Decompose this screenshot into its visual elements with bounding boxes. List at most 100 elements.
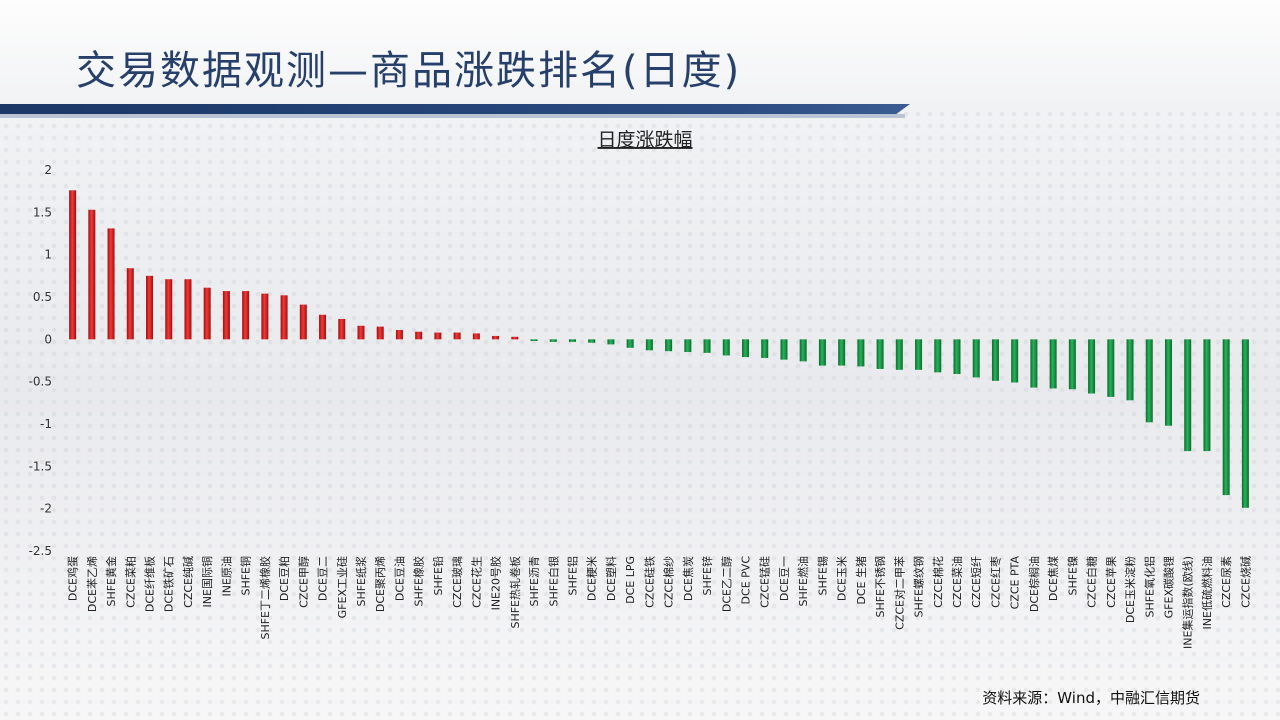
x-tick-label: INE国际铜: [200, 556, 214, 607]
x-tick-label: CZCE甲醇: [296, 556, 310, 608]
x-tick-label: SHFE黄金: [104, 556, 118, 607]
bar: [1145, 339, 1153, 423]
x-tick-label: SHFE燃油: [796, 556, 810, 607]
bar: [645, 339, 653, 351]
bar: [299, 304, 307, 340]
bar: [415, 331, 423, 340]
x-tick-label: INE20号胶: [489, 556, 503, 610]
x-tick-label: INE原油: [219, 556, 233, 596]
bar: [261, 293, 269, 340]
bar: [607, 339, 615, 345]
y-tick-label: 2: [44, 163, 52, 177]
x-tick-label: CZCE白糖: [1085, 556, 1099, 608]
x-tick-label: CZCE菜油: [950, 556, 964, 608]
x-tick-label: SHFE不锈钢: [874, 556, 887, 618]
bar: [242, 291, 250, 340]
x-tick-label: DCE棕榈油: [1027, 556, 1041, 612]
y-tick-label: -2.5: [29, 544, 52, 558]
bar: [1126, 339, 1134, 401]
bar: [703, 339, 711, 353]
x-tick-label: CZCE红枣: [989, 556, 1002, 608]
x-tick-label: DCE豆一: [778, 556, 791, 601]
x-tick-label: SHFE铜: [239, 556, 253, 596]
title-underline-shadow: [0, 114, 905, 118]
bar: [568, 339, 576, 342]
bar: [107, 228, 115, 340]
bar: [472, 333, 480, 340]
x-tick-label: SHFE铅: [431, 556, 445, 596]
x-tick-label: SHFE氧化铝: [1142, 556, 1156, 618]
bar: [665, 339, 673, 352]
x-tick-label: DCE豆粕: [277, 556, 291, 601]
x-tick-label: SHFE螺纹钢: [912, 556, 926, 618]
x-tick-label: CZCE对二甲苯: [892, 556, 906, 630]
bar: [1107, 339, 1115, 397]
bar: [319, 314, 327, 340]
x-tick-label: DCE豆油: [392, 556, 406, 601]
x-tick-label: SHFE丁二烯橡胶: [258, 556, 272, 640]
x-tick-label: DCE鸡蛋: [66, 556, 80, 601]
page-title: 交易数据观测—商品涨跌排名(日度): [76, 48, 742, 94]
x-tick-label: DCE豆二: [317, 556, 330, 601]
bar: [1203, 339, 1211, 452]
x-tick-label: DCE焦炭: [682, 556, 695, 601]
y-tick-label: -1.5: [29, 459, 52, 473]
bar: [1030, 339, 1038, 388]
x-tick-label: DCE聚丙烯: [374, 556, 387, 612]
x-tick-label: CZCE苹果: [1104, 556, 1118, 608]
bar: [434, 332, 442, 340]
bar: [761, 339, 769, 358]
x-tick-label: CZCE花生: [469, 556, 483, 608]
bar: [1222, 339, 1230, 496]
bar: [530, 339, 538, 342]
x-tick-label: CZCE棉花: [931, 556, 945, 608]
bar: [1049, 339, 1057, 389]
bar: [549, 339, 557, 342]
bar: [1011, 339, 1019, 383]
bar: [626, 339, 634, 348]
x-tick-label: CZCE棉纱: [662, 556, 676, 608]
bar: [972, 339, 980, 378]
x-tick-label: SHFE锌: [700, 556, 714, 596]
title-underline-bar: [0, 104, 910, 114]
y-tick-label: 0.5: [33, 290, 52, 304]
x-tick-label: DCE玉米: [836, 556, 849, 601]
x-tick-label: DCE焦煤: [1047, 556, 1060, 601]
bar: [684, 339, 692, 353]
x-tick-label: SHFE沥青: [528, 556, 541, 607]
x-tick-label: CZCE烧碱: [1239, 556, 1252, 608]
bar: [895, 339, 903, 370]
bar: [953, 339, 961, 375]
bar: [453, 332, 461, 340]
x-tick-label: DCE苯乙烯: [85, 556, 99, 612]
x-tick-label: INE低硫燃料油: [1200, 556, 1214, 629]
bar: [588, 339, 596, 343]
bar: [511, 336, 519, 340]
bar: [376, 326, 384, 340]
bar: [1088, 339, 1096, 394]
bar: [126, 268, 134, 340]
bar: [1068, 339, 1076, 390]
chart-title: 日度涨跌幅: [597, 129, 692, 151]
x-tick-label: CZCE锰硅: [758, 556, 772, 608]
bar: [357, 325, 365, 340]
bar: [838, 339, 846, 366]
x-tick-label: DCE PVC: [740, 556, 753, 605]
x-tick-label: CZCE PTA: [1009, 556, 1022, 610]
x-tick-label: CZCE纯碱: [182, 556, 195, 608]
x-tick-label: SHFE纸浆: [354, 556, 368, 607]
bar: [222, 291, 230, 340]
x-tick-label: DCE LPG: [624, 556, 637, 604]
y-tick-label: 0: [44, 332, 52, 346]
bar: [722, 339, 730, 356]
y-tick-label: 1: [44, 248, 52, 262]
bar: [69, 190, 77, 340]
y-tick-label: -1: [40, 417, 52, 431]
x-tick-label: DCE玉米淀粉: [1123, 556, 1137, 623]
x-tick-label: SHFE锡: [815, 556, 829, 596]
bar: [991, 339, 999, 381]
y-tick-label: 1.5: [33, 205, 52, 219]
bar: [742, 339, 750, 358]
x-tick-label: INE集运指数(欧线): [1181, 556, 1195, 649]
bar: [780, 339, 788, 360]
